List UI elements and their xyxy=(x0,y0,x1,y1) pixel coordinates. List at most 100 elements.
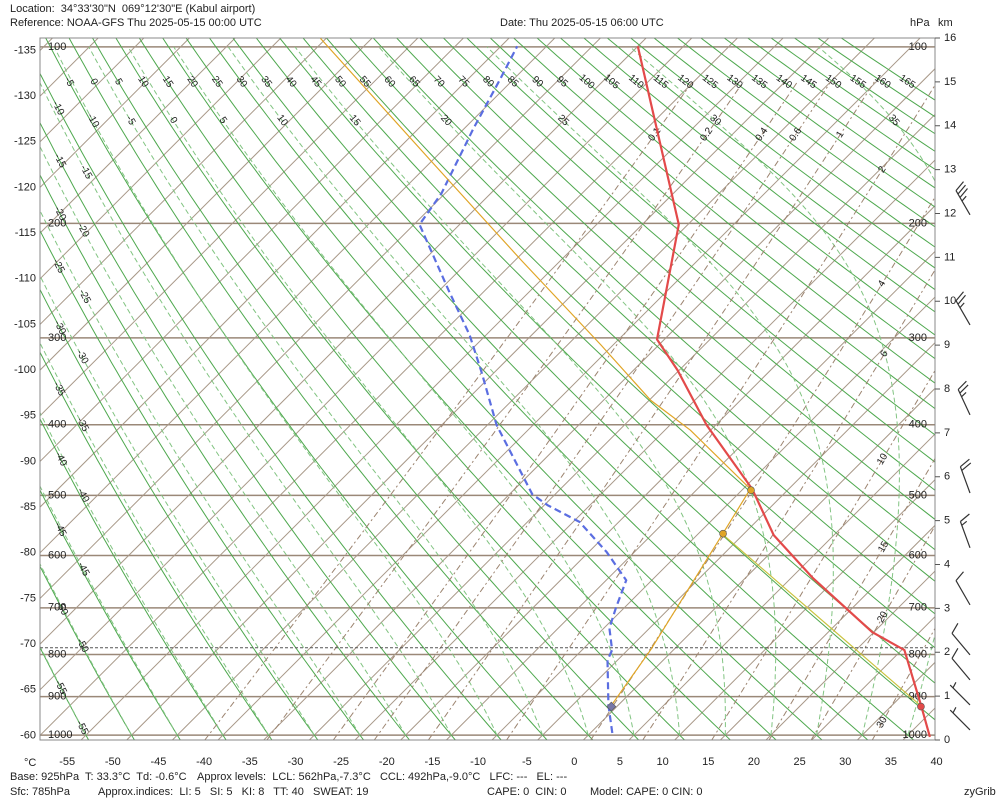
pressure-label-left: 700 xyxy=(48,602,66,614)
x-tick-label: -40 xyxy=(196,756,212,768)
pressure-label-right: 700 xyxy=(909,602,927,614)
moist-adiabat xyxy=(40,645,87,736)
dry-adiabat xyxy=(747,38,935,170)
isotherm xyxy=(40,38,601,600)
y-tick-label: 15 xyxy=(944,76,956,88)
dry-adiabat xyxy=(583,38,935,313)
y-tick-label: 13 xyxy=(944,164,956,176)
pressure-label-right: 200 xyxy=(909,217,927,229)
plot-area xyxy=(40,38,935,740)
x-tick-label: -25 xyxy=(333,756,349,768)
base_adiabat-line xyxy=(722,533,922,707)
x-tick-label: 15 xyxy=(702,756,714,768)
mixing-ratio-label: 6 xyxy=(878,348,891,359)
isotherm xyxy=(720,524,935,740)
pressure-label-left: 1000 xyxy=(48,729,72,741)
temperature-line xyxy=(636,46,931,738)
isotherm xyxy=(40,38,373,371)
x-tick-label: 35 xyxy=(885,756,897,768)
wind-barb xyxy=(959,458,972,494)
isotherm-label: -65 xyxy=(20,684,36,696)
dry-adiabat xyxy=(40,229,364,740)
isotherm xyxy=(811,616,935,740)
y-tick-label: 3 xyxy=(944,602,950,614)
pressure-label-left: 600 xyxy=(48,549,66,561)
x-tick-label: -50 xyxy=(105,756,121,768)
dry-adiabat xyxy=(232,38,914,740)
moist-adiabat-label: 5 xyxy=(217,115,229,126)
mixing-ratio-label: 2 xyxy=(876,164,889,175)
marker xyxy=(606,701,617,712)
isotherm xyxy=(446,250,935,740)
y-tick-label: 1 xyxy=(944,690,950,702)
moist-adiabat xyxy=(40,145,407,736)
dry-adiabat xyxy=(92,38,639,740)
mixing-ratio-label: 1 xyxy=(834,129,846,140)
wind-barb xyxy=(949,682,971,706)
x-tick-label: -35 xyxy=(242,756,258,768)
dry-adiabat xyxy=(162,38,777,740)
y-tick-label: 5 xyxy=(944,515,950,527)
dry-adiabat xyxy=(209,38,869,740)
credit: zyGrib xyxy=(964,786,996,798)
wind-barb xyxy=(949,707,971,731)
pressure-label-right: 800 xyxy=(909,648,927,660)
dry-adiabat xyxy=(653,38,935,248)
dry-adiabat xyxy=(40,565,135,740)
dry-adiabat xyxy=(40,489,181,740)
moist-adiabat xyxy=(88,46,544,736)
isotherm-label: -90 xyxy=(20,455,36,467)
mixing-ratio-line xyxy=(810,524,935,740)
mixing-ratio-label: 30 xyxy=(875,715,890,730)
surface-info: Sfc: 785hPa xyxy=(10,786,71,798)
x-tick-label: 0 xyxy=(571,756,577,768)
dry-adiabat xyxy=(560,38,935,336)
dry-adiabat xyxy=(466,38,935,436)
x-tick-label: -45 xyxy=(151,756,167,768)
mixing-ratio-line xyxy=(711,369,935,740)
y-tick-label: 7 xyxy=(944,427,950,439)
isotherm-label: -100 xyxy=(14,364,36,376)
indices-info: Approx.indices: LI: 5 SI: 5 KI: 8 TT: 40… xyxy=(98,786,368,798)
y-tick-label: 0 xyxy=(944,734,950,746)
wind-barb xyxy=(957,380,971,416)
y-tick-label: 2 xyxy=(944,646,950,658)
isotherm xyxy=(40,38,236,234)
pressure-label-left: 500 xyxy=(48,489,66,501)
pressure-label-right: 400 xyxy=(909,419,927,431)
dry-adiabat xyxy=(40,288,319,740)
dry-adiabat xyxy=(419,38,935,491)
dry-adiabat xyxy=(396,38,935,521)
dry-adiabat xyxy=(372,38,935,551)
x-tick-label: -30 xyxy=(288,756,304,768)
dry-adiabat xyxy=(138,38,731,740)
mixing-ratio-label: 20 xyxy=(875,609,890,625)
moist-adiabat xyxy=(40,485,178,736)
isotherm xyxy=(40,38,693,691)
wind-barb xyxy=(955,181,971,216)
x-tick-label: 25 xyxy=(793,756,805,768)
y-tick-label: 6 xyxy=(944,471,950,483)
wind-barb xyxy=(955,571,971,606)
x-tick-label: 20 xyxy=(748,756,760,768)
dry-adiabat xyxy=(68,38,594,740)
isotherm-label: -95 xyxy=(20,410,36,422)
mixing-ratio-line xyxy=(768,457,935,740)
isotherm-label: -105 xyxy=(14,318,36,330)
isotherm xyxy=(765,570,935,740)
isotherm xyxy=(126,38,830,740)
isotherm xyxy=(491,296,935,740)
x-tick-label: 40 xyxy=(930,756,942,768)
dry-adiabat xyxy=(40,417,227,740)
temperature-unit: °C xyxy=(24,757,36,769)
base-info: Base: 925hPa T: 33.3°C Td: -0.6°C xyxy=(10,771,187,783)
dry-adiabat xyxy=(536,38,935,360)
dry-adiabat xyxy=(489,38,935,410)
isotherm xyxy=(40,38,327,326)
mixing-ratio-line xyxy=(642,269,935,740)
moist-adiabat xyxy=(40,209,361,736)
dry-adiabat xyxy=(185,38,823,740)
marker xyxy=(917,702,925,711)
isotherm-label: -75 xyxy=(20,592,36,604)
